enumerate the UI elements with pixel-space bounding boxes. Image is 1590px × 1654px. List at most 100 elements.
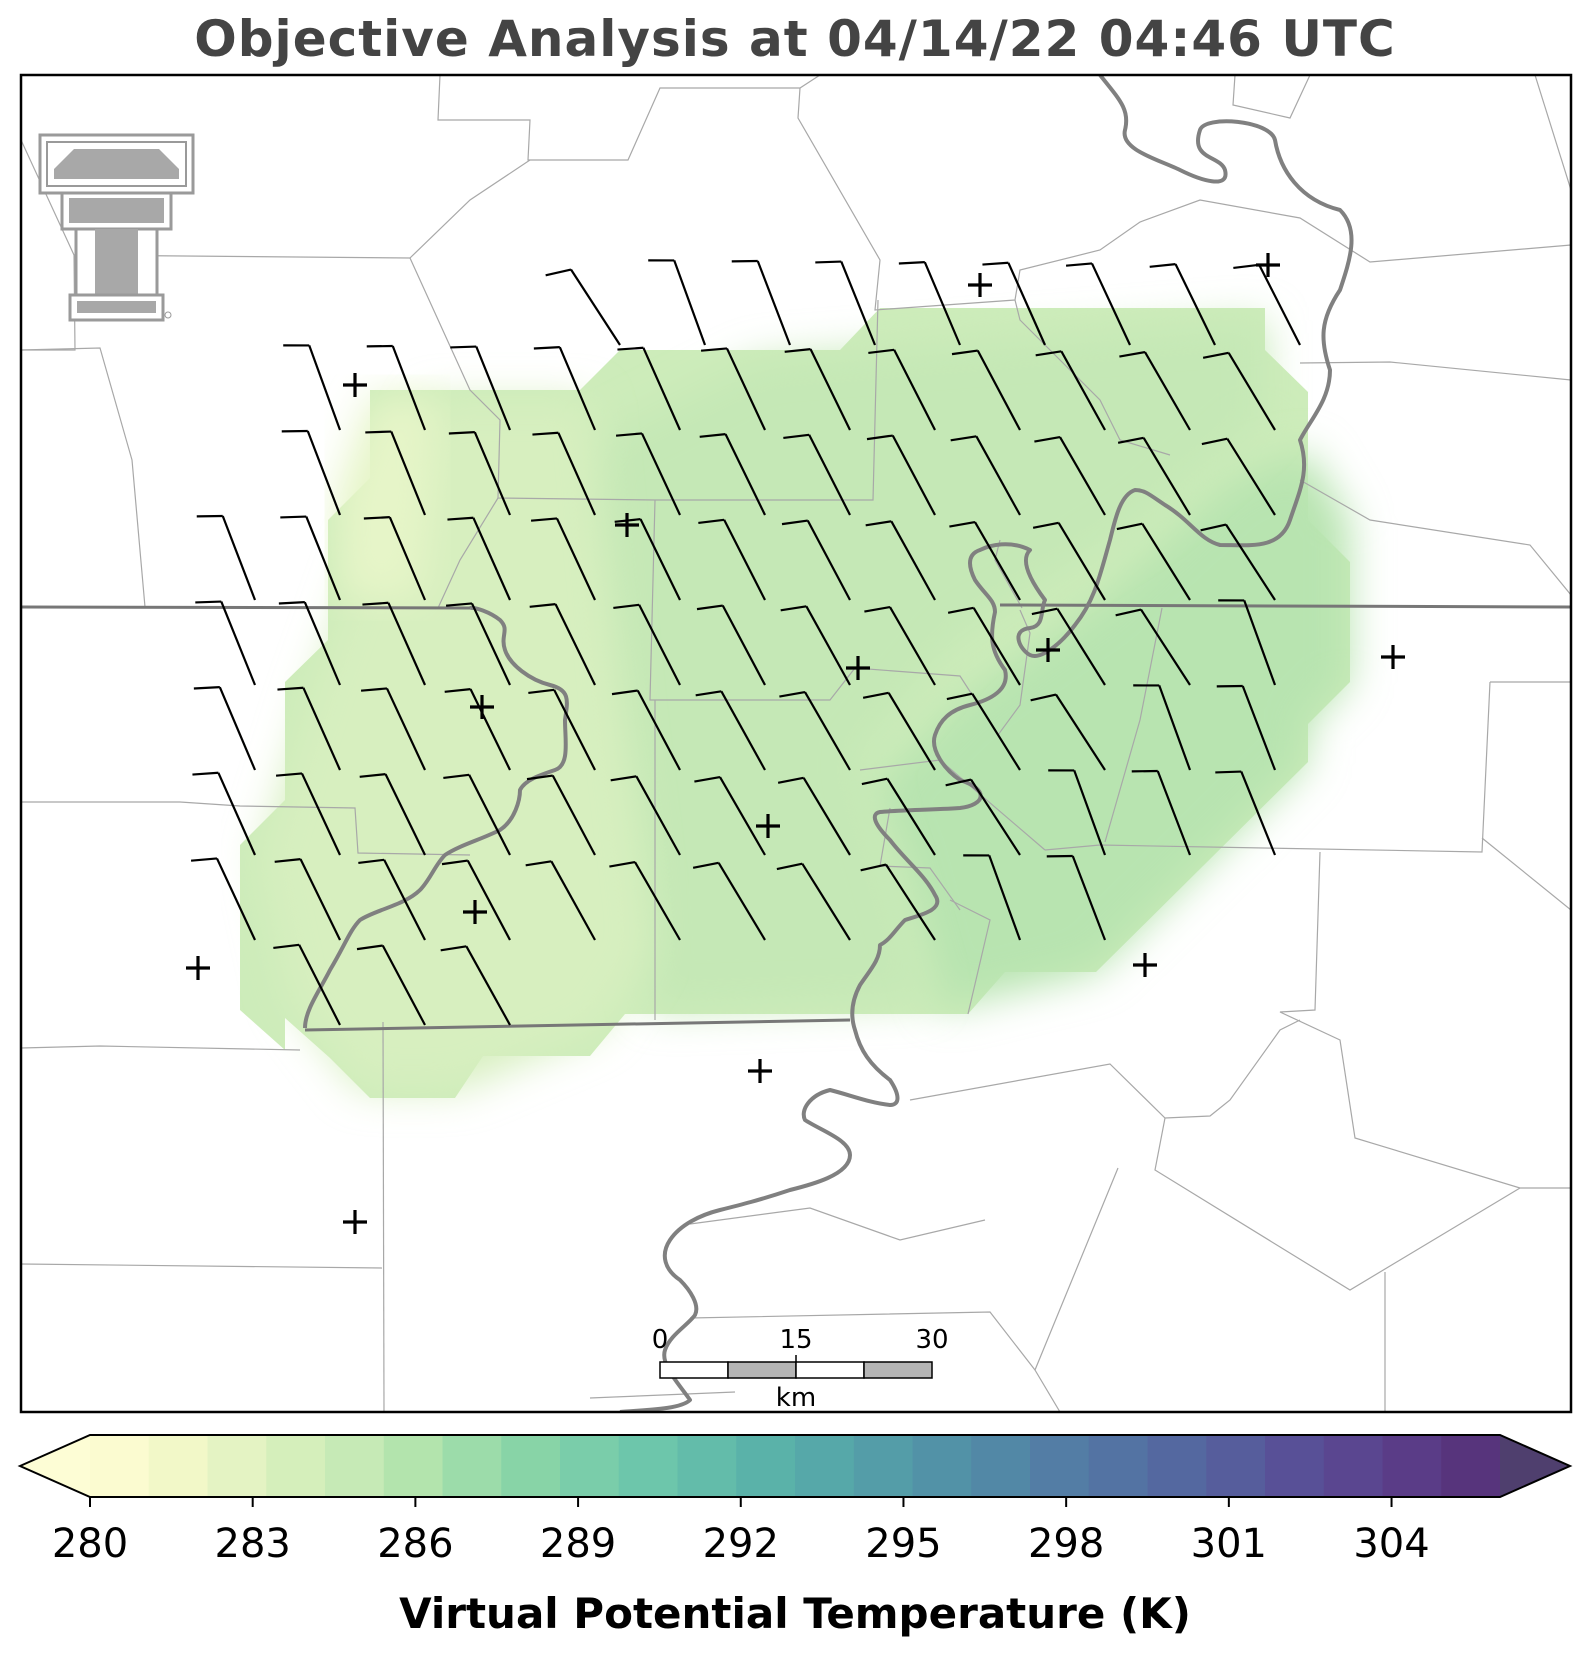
- wind-barb-flag: [609, 860, 636, 868]
- wind-barb-staff: [1057, 522, 1106, 601]
- wind-barb-flag: [193, 686, 220, 690]
- colorbar-tick-label: 280: [52, 1521, 128, 1567]
- wind-barb-staff: [305, 516, 342, 601]
- colorbar-segment: [266, 1435, 326, 1497]
- wind-barb-flag: [277, 686, 304, 691]
- wind-barb-flag: [617, 346, 644, 351]
- wind-barb-flag: [1115, 608, 1142, 617]
- wind-barb-flag: [443, 773, 470, 780]
- wind-barb-staff: [673, 260, 707, 346]
- wind-barb-flag: [613, 603, 640, 610]
- wind-barb-staff: [468, 774, 511, 856]
- wind-barb-flag: [533, 346, 560, 350]
- wind-barb-flag: [866, 434, 893, 441]
- wind-barb-flag: [611, 689, 638, 696]
- wind-barb-staff: [554, 603, 596, 686]
- wind-barb-staff: [1225, 523, 1276, 601]
- wind-barb-staff: [391, 345, 427, 431]
- wind-barb-flag: [445, 602, 473, 607]
- wind-barb-staff: [639, 518, 681, 601]
- wind-barb-staff: [557, 432, 597, 516]
- wind-barb-flag: [1117, 436, 1144, 444]
- wind-barb-flag: [951, 349, 978, 356]
- wind-barb-flag: [1233, 263, 1260, 270]
- wind-barb-flag: [779, 690, 806, 698]
- wind-barb-flag: [358, 858, 385, 865]
- wind-barb-flag: [274, 858, 301, 863]
- wind-barbs: [190, 259, 1301, 1026]
- wind-barb-staff: [1090, 262, 1131, 346]
- wind-barb-staff: [215, 857, 256, 941]
- colorbar-segment: [1206, 1435, 1266, 1497]
- colorbar-segment: [383, 1435, 443, 1497]
- wind-barb-staff: [634, 861, 681, 941]
- shading-region-coolest: [335, 395, 440, 600]
- wind-barb-flag: [898, 261, 925, 265]
- wind-barb-flag: [1215, 770, 1242, 774]
- wind-barb-flag: [783, 433, 810, 440]
- shading-region-warm: [870, 450, 1350, 1010]
- texas-tech-logo: [38, 133, 195, 322]
- wind-barb-staff: [1241, 685, 1277, 771]
- wind-barb-staff: [466, 860, 511, 941]
- map-title: Objective Analysis at 04/14/22 04:46 UTC: [194, 10, 1396, 68]
- wind-barb-flag: [447, 516, 474, 521]
- wind-barb-flag: [280, 515, 307, 519]
- wind-barb-flag: [862, 691, 889, 699]
- wind-barb-staff: [218, 686, 257, 771]
- wind-barb-flag: [692, 861, 719, 869]
- wind-barb-staff: [893, 349, 936, 431]
- wind-barb-staff: [555, 517, 596, 601]
- wind-barb-staff: [472, 517, 512, 601]
- wind-barb-flag: [275, 772, 303, 777]
- wind-barb-flag: [360, 687, 388, 692]
- wind-barb-staff: [890, 520, 936, 601]
- wind-barb-flag: [356, 944, 383, 951]
- wind-barb-staff: [306, 430, 342, 516]
- wind-barb-staff: [550, 860, 596, 941]
- wind-barb-flag: [864, 605, 891, 613]
- wind-barb-flag: [699, 433, 726, 438]
- wind-barb-staff: [387, 602, 427, 686]
- wind-barb-flag: [530, 517, 558, 522]
- wind-barb-flag: [1119, 350, 1146, 358]
- wind-barb-staff: [809, 348, 851, 431]
- wind-barb-flag: [1065, 262, 1093, 267]
- scale-bar: 0 15 30 km: [652, 1325, 949, 1413]
- wind-barb-flag: [868, 348, 895, 355]
- wind-barb-staff: [385, 687, 426, 771]
- wind-barb-flag: [982, 261, 1009, 266]
- wind-barb-flag: [861, 777, 888, 786]
- wind-barb-flag: [192, 771, 219, 776]
- wind-barb-staff: [976, 350, 1021, 431]
- wind-barb-staff: [636, 690, 681, 771]
- county-boundaries: [21, 75, 1571, 1412]
- wind-barb-staff: [638, 604, 681, 686]
- wind-barb-staff: [1071, 855, 1107, 941]
- colorbar-segment: [912, 1435, 972, 1497]
- colorbar-segment: [325, 1435, 385, 1497]
- wind-barb-staff: [220, 601, 257, 686]
- wind-barb-flag: [694, 775, 721, 783]
- colorbar-segment: [795, 1435, 855, 1497]
- colorbar-segment: [853, 1435, 913, 1497]
- wind-barb-staff: [887, 692, 936, 771]
- wind-barb-staff: [1243, 600, 1277, 686]
- wind-barb-flag: [365, 430, 392, 434]
- colorbar-segment: [971, 1435, 1031, 1497]
- wind-barb-staff: [1060, 350, 1106, 431]
- colorbar-tick-label: 301: [1191, 1521, 1267, 1567]
- colorbar-tick-label: 286: [377, 1521, 453, 1567]
- wind-barb-flag: [696, 604, 723, 611]
- wind-barb-flag: [440, 945, 467, 952]
- wind-barb-staff: [551, 775, 596, 856]
- wind-barb-flag: [444, 688, 471, 693]
- wind-barb-flag: [441, 859, 468, 866]
- colorbar-tick-label: 292: [703, 1521, 779, 1567]
- wind-barb-flag: [526, 774, 553, 781]
- wind-barb-flag: [698, 518, 725, 525]
- colorbar-segment: [736, 1435, 796, 1497]
- wind-barb-staff: [553, 689, 596, 771]
- colorbar-tick-label: 304: [1353, 1521, 1429, 1567]
